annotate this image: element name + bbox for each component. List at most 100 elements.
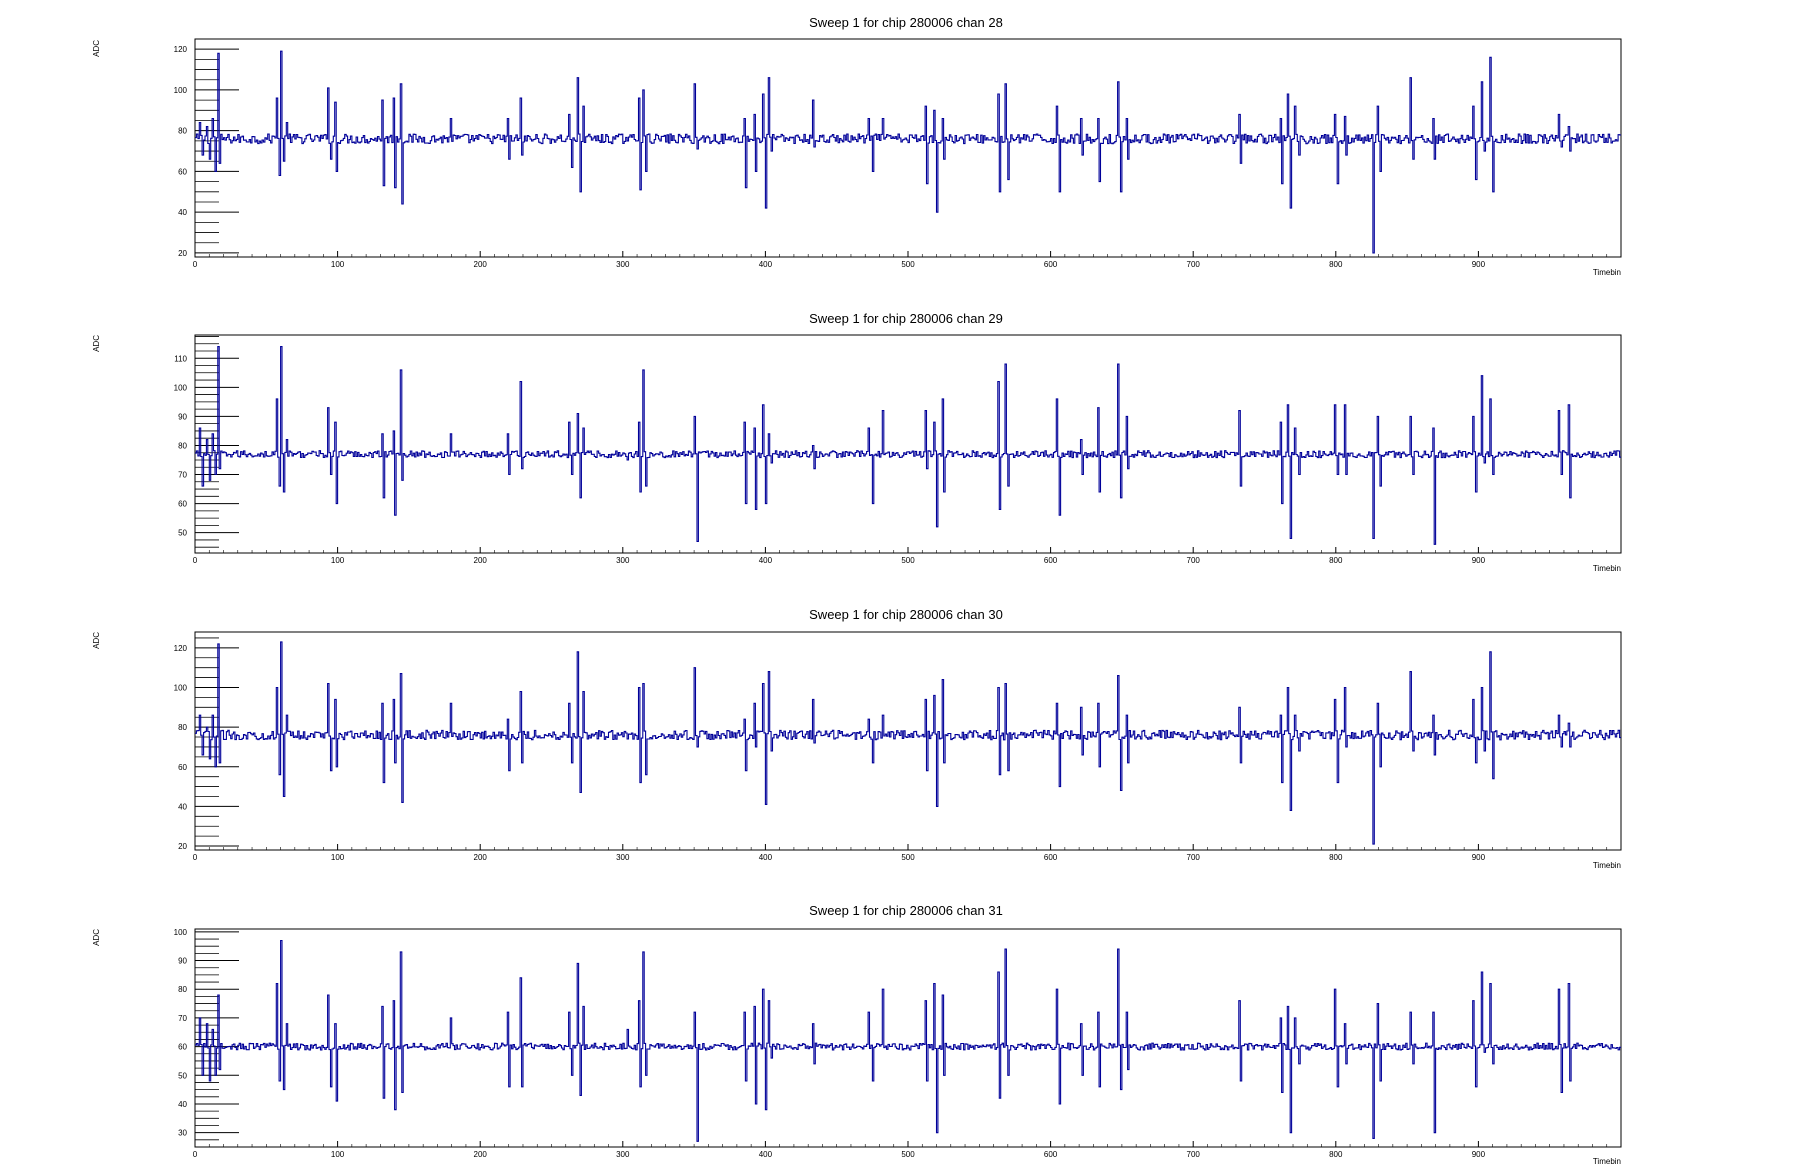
series-line: [195, 50, 1621, 254]
y-tick-label: 100: [174, 928, 188, 937]
x-tick-label: 300: [616, 1150, 630, 1159]
x-tick-label: 0: [193, 1150, 198, 1159]
x-tick-label: 400: [759, 1150, 773, 1159]
y-axis-label: ADC: [92, 335, 101, 352]
y-tick-label: 120: [174, 644, 188, 653]
y-axis-label: ADC: [92, 40, 101, 57]
y-axis-label: ADC: [92, 929, 101, 946]
y-tick-label: 70: [178, 1014, 187, 1023]
x-tick-label: 700: [1187, 853, 1201, 862]
y-tick-label: 60: [178, 763, 187, 772]
x-tick-label: 900: [1472, 556, 1486, 565]
y-tick-label: 90: [178, 412, 187, 421]
y-tick-label: 100: [174, 683, 188, 692]
y-tick-label: 70: [178, 471, 187, 480]
y-tick-label: 80: [178, 985, 187, 994]
series-line: [195, 641, 1621, 845]
x-tick-label: 600: [1044, 1150, 1058, 1159]
y-tick-label: 80: [178, 441, 187, 450]
x-tick-label: 200: [474, 1150, 488, 1159]
x-tick-label: 100: [331, 260, 345, 269]
y-tick-label: 60: [178, 167, 187, 176]
x-tick-label: 500: [901, 556, 915, 565]
x-tick-label: 800: [1329, 260, 1343, 269]
x-tick-label: 200: [474, 556, 488, 565]
gridlines-group: [195, 931, 239, 1148]
x-tick-label: 100: [331, 556, 345, 565]
x-tick-label: 900: [1472, 1150, 1486, 1159]
y-tick-label: 120: [174, 45, 188, 54]
y-tick-label: 100: [174, 383, 188, 392]
y-tick-label: 20: [178, 842, 187, 851]
axes-group: 0 100 200 300 400 500 600 700 800 900 20 40 60 80 100 1…: [174, 38, 1622, 269]
y-tick-label: 80: [178, 723, 187, 732]
y-tick-label: 40: [178, 802, 187, 811]
x-tick-label: 500: [901, 853, 915, 862]
y-tick-label: 40: [178, 1100, 187, 1109]
y-tick-label: 110: [174, 354, 187, 363]
x-tick-label: 300: [616, 556, 630, 565]
y-tick-label: 90: [178, 957, 187, 966]
gridlines-group: [195, 38, 239, 254]
series-line: [195, 346, 1621, 545]
x-tick-label: 800: [1329, 556, 1343, 565]
series-group: [195, 641, 1621, 845]
plot-frame: [194, 928, 1622, 1148]
x-tick-label: 100: [331, 853, 345, 862]
x-tick-label: 400: [759, 556, 773, 565]
series-group: [195, 939, 1621, 1142]
x-tick-label: 600: [1044, 853, 1058, 862]
y-tick-label: 60: [178, 1043, 187, 1052]
plot-frame: [194, 38, 1622, 258]
x-tick-label: 700: [1187, 1150, 1201, 1159]
x-tick-label: 900: [1472, 260, 1486, 269]
panel-chan-30: Sweep 1 for chip 280006 chan 30 ADC Time…: [92, 607, 1622, 870]
x-tick-label: 800: [1329, 1150, 1343, 1159]
y-tick-label: 20: [178, 249, 187, 258]
x-tick-label: 0: [193, 260, 198, 269]
chart-title: Sweep 1 for chip 280006 chan 28: [809, 15, 1003, 30]
y-tick-label: 60: [178, 500, 187, 509]
plot-frame: [194, 334, 1622, 554]
axes-group: 0 100 200 300 400 500 600 700 800 900 20 40 60 80 100 1…: [174, 631, 1622, 862]
x-axis-label: Timebin: [1593, 1157, 1621, 1166]
x-tick-label: 900: [1472, 853, 1486, 862]
x-tick-label: 200: [474, 260, 488, 269]
chart-title: Sweep 1 for chip 280006 chan 29: [809, 311, 1003, 326]
series-line: [195, 939, 1621, 1142]
gridlines-group: [195, 336, 239, 548]
x-tick-label: 500: [901, 260, 915, 269]
y-tick-label: 50: [178, 1071, 187, 1080]
x-tick-label: 700: [1187, 556, 1201, 565]
y-tick-label: 40: [178, 208, 187, 217]
y-tick-label: 30: [178, 1129, 187, 1138]
x-tick-label: 200: [474, 853, 488, 862]
y-tick-label: 50: [178, 529, 187, 538]
panel-chan-28: Sweep 1 for chip 280006 chan 28 ADC Time…: [92, 15, 1622, 277]
x-tick-label: 0: [193, 556, 198, 565]
axes-group: 0 100 200 300 400 500 600 700 800 900 30 40 50 60 70 80…: [174, 928, 1622, 1159]
plot-frame: [194, 631, 1622, 851]
x-tick-label: 800: [1329, 853, 1343, 862]
x-tick-label: 400: [759, 260, 773, 269]
panel-chan-29: Sweep 1 for chip 280006 chan 29 ADC Time…: [92, 311, 1622, 573]
series-group: [195, 50, 1621, 254]
chart-title: Sweep 1 for chip 280006 chan 31: [809, 903, 1003, 918]
x-tick-label: 400: [759, 853, 773, 862]
x-tick-label: 300: [616, 260, 630, 269]
x-tick-label: 600: [1044, 260, 1058, 269]
x-axis-label: Timebin: [1593, 861, 1621, 870]
x-tick-label: 300: [616, 853, 630, 862]
x-axis-label: Timebin: [1593, 268, 1621, 277]
x-tick-label: 100: [331, 1150, 345, 1159]
y-axis-label: ADC: [92, 632, 101, 649]
x-axis-label: Timebin: [1593, 564, 1621, 573]
panel-chan-31: Sweep 1 for chip 280006 chan 31 ADC Time…: [92, 903, 1622, 1166]
y-tick-label: 100: [174, 86, 188, 95]
axes-group: 0 100 200 300 400 500 600 700 800 900 50 60 70 80 90 10…: [174, 334, 1622, 565]
x-tick-label: 600: [1044, 556, 1058, 565]
chart-title: Sweep 1 for chip 280006 chan 30: [809, 607, 1003, 622]
x-tick-label: 500: [901, 1150, 915, 1159]
x-tick-label: 0: [193, 853, 198, 862]
